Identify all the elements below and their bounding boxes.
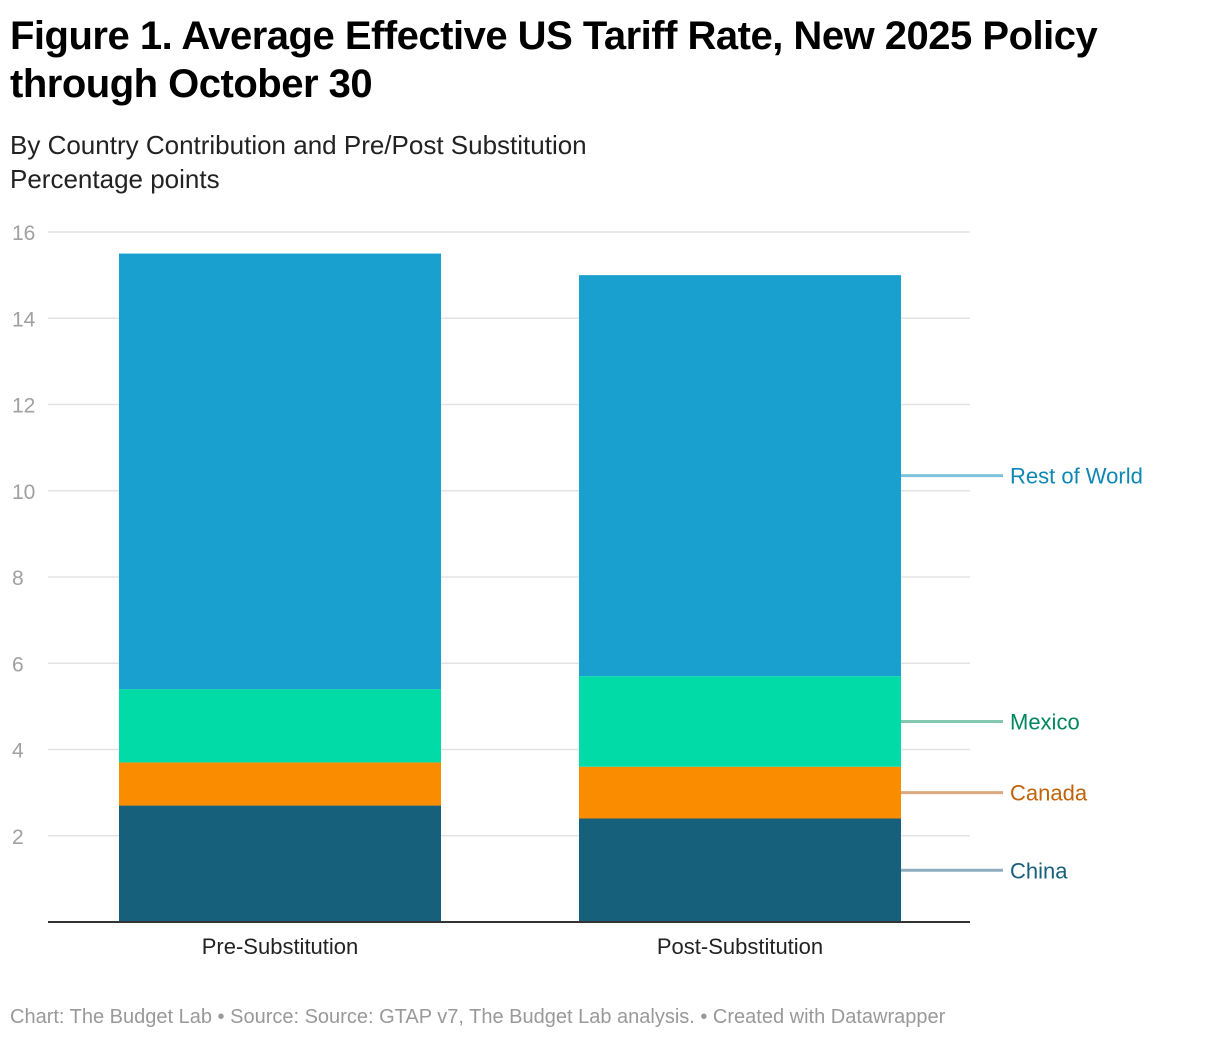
- bar-segment-rest-of-world: [579, 275, 901, 677]
- bar-segment-mexico: [579, 676, 901, 767]
- y-axis-unit: Percentage points: [10, 164, 220, 194]
- y-tick-label: 6: [12, 653, 24, 676]
- stacked-bar-chart: 2 4 6 8 10 12 14 16 Pre-Substitution Post-Substit…: [12, 222, 1143, 959]
- bar-segment-canada: [579, 766, 901, 819]
- x-tick-label: Pre-Substitution: [202, 934, 359, 959]
- bar-segment-china: [579, 818, 901, 922]
- series-label: Mexico: [1010, 709, 1080, 734]
- x-tick-label: Post-Substitution: [657, 934, 823, 959]
- bar-segment-rest-of-world: [119, 253, 441, 690]
- y-tick-label: 14: [12, 308, 36, 331]
- series-label: Rest of World: [1010, 464, 1143, 489]
- y-tick-label: 2: [12, 826, 24, 849]
- bar-segment-mexico: [119, 689, 441, 763]
- chart-subtitle: By Country Contribution and Pre/Post Sub…: [10, 130, 587, 160]
- y-tick-label: 8: [12, 567, 24, 590]
- y-tick-label: 12: [12, 395, 35, 418]
- y-tick-label: 4: [12, 740, 24, 763]
- y-tick-label: 16: [12, 222, 35, 245]
- series-label: Canada: [1010, 781, 1088, 806]
- y-tick-label: 10: [12, 481, 35, 504]
- chart-title: Figure 1. Average Effective US Tariff Ra…: [10, 14, 1098, 106]
- bar-segment-china: [119, 805, 441, 922]
- series-label: China: [1010, 858, 1068, 883]
- bar-segment-canada: [119, 762, 441, 806]
- chart-footer: Chart: The Budget Lab • Source: Source: …: [10, 1006, 946, 1028]
